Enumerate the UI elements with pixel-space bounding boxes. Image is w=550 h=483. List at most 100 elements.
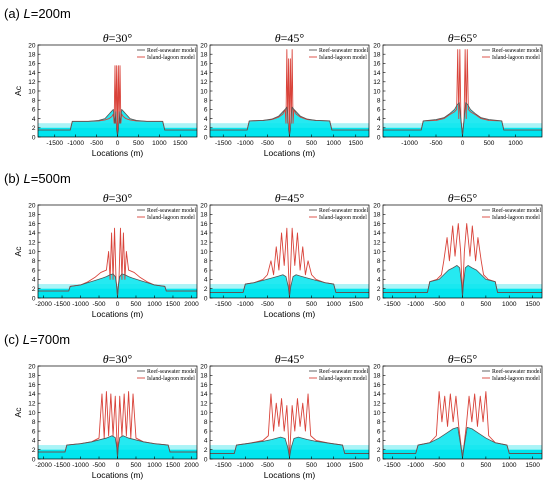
y-tick-label: 10 xyxy=(28,88,36,95)
y-tick-label: 8 xyxy=(377,258,381,265)
y-tick-label: 12 xyxy=(200,401,208,408)
panel-9: 0 2 4 6 8 10 12 14 16 18 20 -1500 -1000 -500 0 500 1000 1… xyxy=(373,352,543,469)
x-tick-label: 1500 xyxy=(349,301,364,308)
series-island-lagoon xyxy=(383,49,542,137)
y-tick-label: 6 xyxy=(32,267,36,274)
y-tick-label: 10 xyxy=(373,88,381,95)
x-tick-label: 1000 xyxy=(326,301,341,308)
x-tick-label: 500 xyxy=(306,462,317,469)
x-tick-label: 1000 xyxy=(326,462,341,469)
y-tick-label: 12 xyxy=(28,79,36,86)
panel-title: θ=45° xyxy=(275,31,305,45)
y-tick-label: 16 xyxy=(373,221,381,228)
x-tick-label: -2000 xyxy=(35,301,52,308)
x-tick-label: 500 xyxy=(306,140,317,147)
row-label-c: (c) L=700m xyxy=(4,332,70,347)
y-tick-label: 2 xyxy=(204,125,208,132)
legend-label: Reef-seawater model xyxy=(319,207,368,214)
x-tick-label: -500 xyxy=(90,140,103,147)
x-tick-label: -500 xyxy=(433,462,446,469)
x-tick-label: 0 xyxy=(461,301,465,308)
x-tick-label: 2000 xyxy=(184,301,199,308)
y-tick-label: 4 xyxy=(32,116,36,123)
panel-1: 0 2 4 6 8 10 12 14 16 18 20 -1500 -1000 -500 0 500 1000 1… xyxy=(13,31,198,158)
x-tick-label: 0 xyxy=(461,462,465,469)
panel-title: θ=65° xyxy=(448,352,478,366)
y-tick-label: 12 xyxy=(373,79,381,86)
x-tick-label: 2000 xyxy=(184,462,199,469)
x-tick-label: 0 xyxy=(461,140,465,147)
y-tick-label: 20 xyxy=(200,202,208,209)
x-tick-label: 1500 xyxy=(166,462,181,469)
x-axis-label: Locations (m) xyxy=(92,148,144,158)
legend-label: Reef-seawater model xyxy=(319,368,368,375)
y-tick-label: 20 xyxy=(200,42,208,49)
y-tick-label: 6 xyxy=(32,428,36,435)
y-tick-label: 0 xyxy=(377,456,381,463)
x-axis-label: Locations (m) xyxy=(92,309,144,319)
y-tick-label: 8 xyxy=(32,98,36,105)
x-tick-label: -1000 xyxy=(237,462,254,469)
x-tick-label: 0 xyxy=(116,462,120,469)
panel-title: θ=30° xyxy=(103,31,133,45)
x-tick-label: 1000 xyxy=(502,301,517,308)
x-tick-label: 1000 xyxy=(152,140,167,147)
x-tick-label: 1500 xyxy=(525,462,540,469)
y-tick-label: 10 xyxy=(373,410,381,417)
reef-area-fill xyxy=(210,274,369,298)
x-tick-label: -1000 xyxy=(67,140,84,147)
y-tick-label: 18 xyxy=(28,212,36,219)
y-tick-label: 4 xyxy=(377,438,381,445)
legend-label: Reef-seawater model xyxy=(492,207,541,214)
x-tick-label: 1500 xyxy=(349,140,364,147)
y-tick-label: 2 xyxy=(377,447,381,454)
y-tick-label: 10 xyxy=(28,410,36,417)
y-tick-label: 8 xyxy=(377,98,381,105)
y-tick-label: 16 xyxy=(373,382,381,389)
x-axis-label: Locations (m) xyxy=(264,470,316,480)
y-tick-label: 4 xyxy=(32,277,36,284)
y-tick-label: 10 xyxy=(200,88,208,95)
panel-title: θ=45° xyxy=(275,352,305,366)
panel-3: 0 2 4 6 8 10 12 14 16 18 20 -1000 -500 0 500 1000 θ=65° R… xyxy=(373,31,543,147)
row-label-b: (b) L=500m xyxy=(4,171,71,186)
panel-4: 0 2 4 6 8 10 12 14 16 18 20 -2000 -1500 -1000 -500 0 500… xyxy=(13,191,199,319)
reef-area-fill xyxy=(383,265,542,298)
y-tick-label: 0 xyxy=(32,295,36,302)
y-tick-label: 12 xyxy=(200,79,208,86)
y-tick-label: 14 xyxy=(28,70,36,77)
y-tick-label: 10 xyxy=(373,249,381,256)
row-label-a: (a) L=200m xyxy=(4,6,71,21)
panel-title: θ=45° xyxy=(275,191,305,205)
y-tick-label: 20 xyxy=(28,202,36,209)
y-tick-label: 14 xyxy=(373,70,381,77)
legend-label: Island-lagoon model xyxy=(319,215,367,221)
y-tick-label: 12 xyxy=(373,240,381,247)
y-tick-label: 12 xyxy=(28,401,36,408)
y-tick-label: 14 xyxy=(373,230,381,237)
x-tick-label: 1000 xyxy=(326,140,341,147)
y-tick-label: 20 xyxy=(200,363,208,370)
y-tick-label: 18 xyxy=(28,373,36,380)
y-tick-label: 4 xyxy=(377,116,381,123)
x-tick-label: -2000 xyxy=(35,462,52,469)
y-tick-label: 12 xyxy=(28,240,36,247)
x-tick-label: 1500 xyxy=(173,140,188,147)
y-tick-label: 8 xyxy=(377,419,381,426)
x-tick-label: 500 xyxy=(131,301,142,308)
x-tick-label: 0 xyxy=(288,140,292,147)
legend-label: Reef-seawater model xyxy=(147,368,196,375)
y-tick-label: 16 xyxy=(28,221,36,228)
y-tick-label: 18 xyxy=(200,52,208,59)
x-tick-label: -500 xyxy=(429,140,442,147)
x-tick-label: 500 xyxy=(480,301,491,308)
y-tick-label: 20 xyxy=(373,42,381,49)
y-tick-label: 16 xyxy=(28,382,36,389)
y-tick-label: 8 xyxy=(204,419,208,426)
y-tick-label: 8 xyxy=(204,98,208,105)
y-tick-label: 20 xyxy=(373,202,381,209)
x-tick-label: -500 xyxy=(261,462,274,469)
panel-8: 0 2 4 6 8 10 12 14 16 18 20 -1500 -1000 -500 0 500 1000 1… xyxy=(200,352,370,480)
x-axis-label: Locations (m) xyxy=(264,309,316,319)
